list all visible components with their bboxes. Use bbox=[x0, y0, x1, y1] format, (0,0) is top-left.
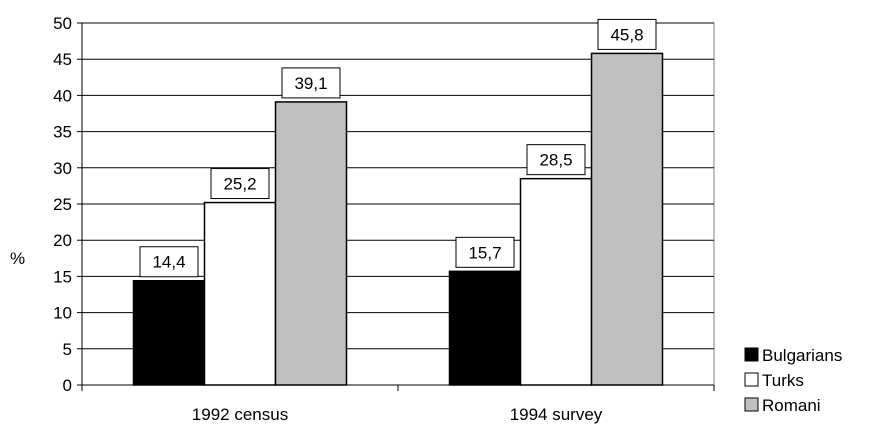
data-label: 28,5 bbox=[539, 151, 572, 170]
legend-swatch-romani bbox=[744, 397, 759, 412]
data-label-box bbox=[139, 246, 199, 278]
bar-bulgarians-2 bbox=[448, 270, 522, 386]
y-tick-label: 0 bbox=[63, 376, 72, 395]
y-tick-label: 30 bbox=[53, 159, 72, 178]
legend-label-bulgarians: Bulgarians bbox=[762, 346, 842, 365]
y-axis-label: % bbox=[10, 249, 25, 268]
x-axis-categories: 1992 census 1994 survey bbox=[192, 405, 603, 424]
legend: Bulgarians Turks Romani bbox=[744, 346, 842, 415]
data-label: 25,2 bbox=[223, 175, 256, 194]
legend-label-turks: Turks bbox=[762, 371, 804, 390]
data-label: 45,8 bbox=[610, 25, 643, 44]
data-label: 39,1 bbox=[294, 74, 327, 93]
bar-romani-2 bbox=[590, 52, 664, 386]
data-labels: 14,4 25,2 39,1 15,7 28,5 45,8 bbox=[139, 18, 657, 278]
bar-bulgarians-1 bbox=[132, 279, 206, 386]
y-tick-label: 20 bbox=[53, 231, 72, 250]
bars bbox=[132, 52, 664, 386]
data-label-box bbox=[281, 67, 341, 99]
data-label: 15,7 bbox=[468, 243, 501, 262]
y-axis-ticks: 0 5 10 15 20 25 30 35 40 45 50 bbox=[53, 14, 715, 395]
y-tick-label: 15 bbox=[53, 267, 72, 286]
bar-turks-2 bbox=[519, 177, 593, 386]
data-label-box bbox=[210, 168, 270, 200]
data-label-box bbox=[455, 236, 515, 268]
y-tick-label: 5 bbox=[63, 340, 72, 359]
data-label: 14,4 bbox=[152, 253, 185, 272]
data-label-box bbox=[597, 18, 657, 50]
data-label-box bbox=[526, 144, 586, 176]
category-label: 1994 survey bbox=[510, 405, 603, 424]
y-tick-label: 25 bbox=[53, 195, 72, 214]
y-tick-label: 40 bbox=[53, 86, 72, 105]
legend-swatch-turks bbox=[744, 372, 759, 387]
y-tick-label: 35 bbox=[53, 123, 72, 142]
legend-swatch-bulgarians bbox=[744, 347, 759, 362]
y-tick-label: 10 bbox=[53, 304, 72, 323]
bar-romani-1 bbox=[274, 101, 348, 386]
bar-turks-1 bbox=[203, 201, 277, 386]
y-tick-label: 45 bbox=[53, 50, 72, 69]
category-label: 1992 census bbox=[192, 405, 288, 424]
legend-label-romani: Romani bbox=[762, 396, 821, 415]
y-tick-label: 50 bbox=[53, 14, 72, 33]
